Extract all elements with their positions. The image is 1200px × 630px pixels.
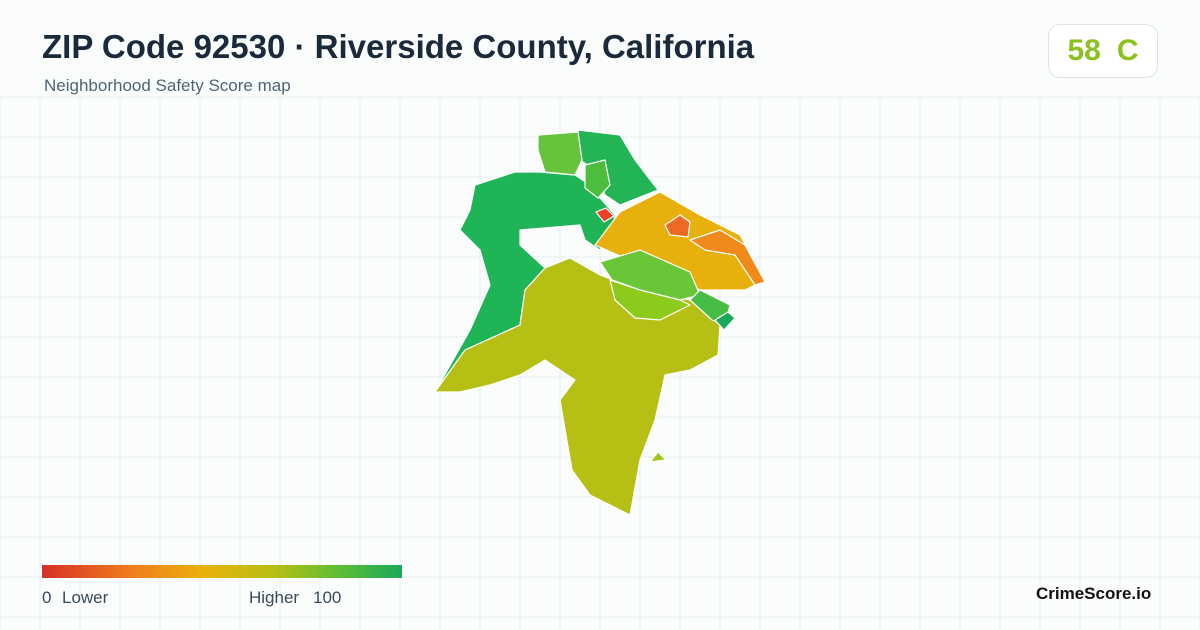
region [714, 311, 736, 331]
region [584, 159, 611, 199]
title: ZIP Code 92530 · Riverside County, Calif… [42, 28, 755, 65]
brand: CrimeScore.io [1036, 584, 1152, 603]
region [434, 257, 721, 516]
score-badge: 58 C [1048, 24, 1158, 78]
legend-min: 0 [42, 588, 52, 607]
regions [434, 129, 766, 516]
legend-min-label: Lower [62, 588, 109, 607]
subtitle: Neighborhood Safety Score map [44, 76, 291, 95]
region [689, 229, 766, 286]
region [595, 207, 615, 223]
score-grade: C [1116, 34, 1139, 67]
legend-max: 100 [313, 588, 342, 607]
region [664, 214, 691, 238]
region [537, 131, 583, 176]
score-value: 58 [1067, 34, 1101, 67]
region [649, 451, 667, 463]
region [609, 279, 691, 321]
legend-gradient [42, 565, 402, 578]
legend-max-label: Higher [249, 588, 300, 607]
region [577, 129, 659, 206]
